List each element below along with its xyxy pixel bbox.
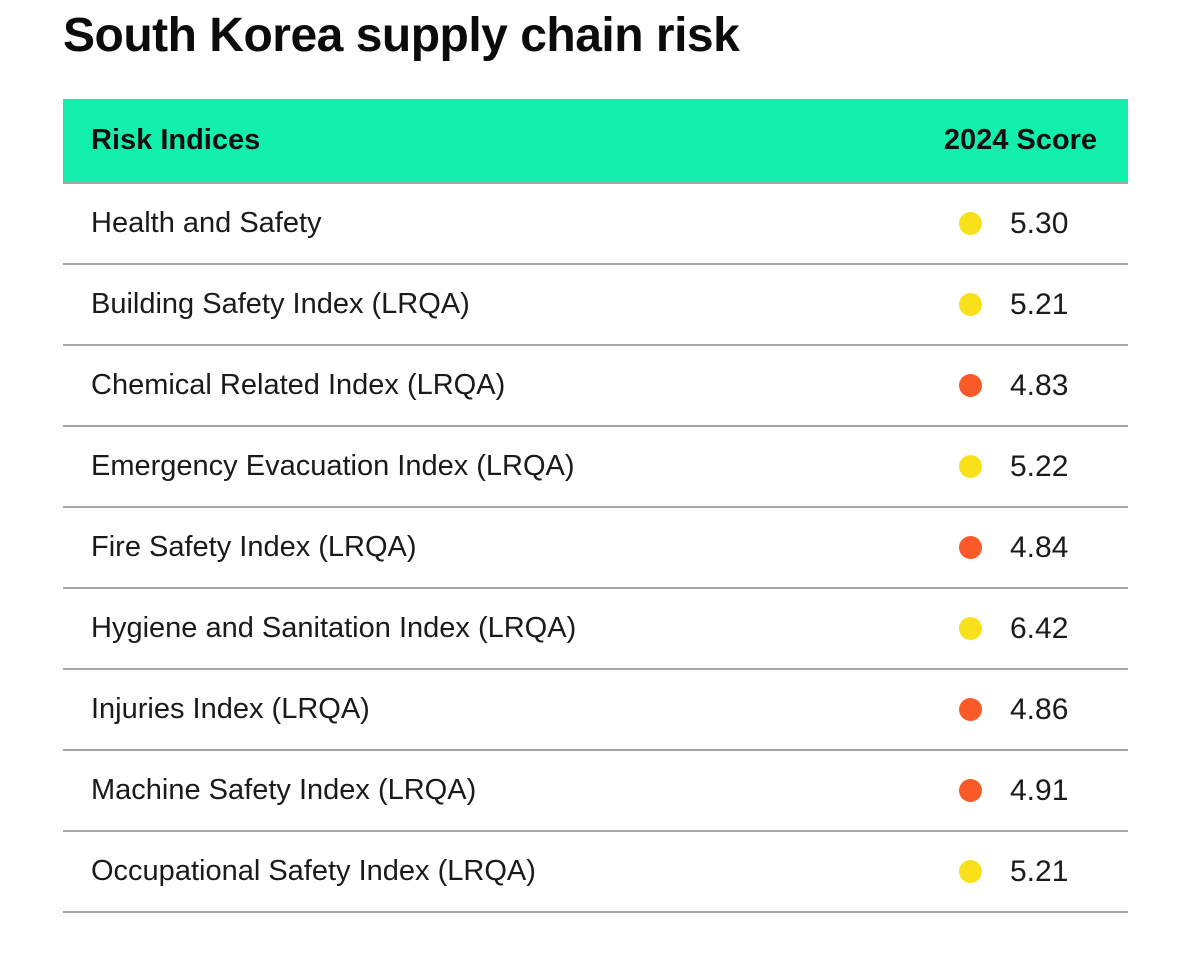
risk-index-label: Health and Safety: [91, 207, 322, 240]
score-value: 6.42: [1010, 611, 1069, 645]
table-row: Building Safety Index (LRQA) 5.21: [63, 265, 1128, 347]
table-row: Fire Safety Index (LRQA) 4.84: [63, 508, 1128, 590]
score-value: 5.21: [1010, 854, 1069, 888]
yellow-risk-dot-icon: [959, 860, 982, 884]
page: South Korea supply chain risk Risk Indic…: [63, 9, 1128, 914]
orange-risk-dot-icon: [959, 374, 982, 398]
risk-index-label: Emergency Evacuation Index (LRQA): [91, 450, 575, 483]
table-row: Occupational Safety Index (LRQA) 5.21: [63, 832, 1128, 914]
score-value: 4.86: [1010, 692, 1069, 726]
score-value: 5.30: [1010, 206, 1069, 240]
table-row: Machine Safety Index (LRQA) 4.91: [63, 751, 1128, 833]
score-value: 5.22: [1010, 449, 1069, 483]
table-body: Health and Safety 5.30 Building Safety Ind…: [63, 184, 1128, 914]
score-value: 4.84: [1010, 530, 1069, 564]
risk-index-label: Chemical Related Index (LRQA): [91, 369, 506, 402]
risk-index-label: Hygiene and Sanitation Index (LRQA): [91, 612, 577, 645]
page-title: South Korea supply chain risk: [63, 9, 740, 62]
risk-index-label: Machine Safety Index (LRQA): [91, 774, 477, 807]
risk-index-label: Injuries Index (LRQA): [91, 693, 370, 726]
column-header-risk-indices: Risk Indices: [91, 124, 261, 157]
score-value: 5.21: [1010, 287, 1069, 321]
score-value: 4.83: [1010, 368, 1069, 402]
table-row: Emergency Evacuation Index (LRQA) 5.22: [63, 427, 1128, 509]
score-value: 4.91: [1010, 773, 1069, 807]
column-header-2024-score: 2024 Score: [943, 124, 1097, 157]
risk-index-label: Occupational Safety Index (LRQA): [91, 855, 536, 888]
orange-risk-dot-icon: [959, 536, 982, 560]
table-row: Injuries Index (LRQA) 4.86: [63, 670, 1128, 752]
orange-risk-dot-icon: [959, 779, 982, 803]
risk-index-label: Building Safety Index (LRQA): [91, 288, 470, 321]
table-row: Hygiene and Sanitation Index (LRQA) 6.42: [63, 589, 1128, 671]
table-row: Chemical Related Index (LRQA) 4.83: [63, 346, 1128, 428]
orange-risk-dot-icon: [959, 698, 982, 722]
yellow-risk-dot-icon: [959, 455, 982, 479]
risk-table: Risk Indices 2024 Score Health and Safet…: [63, 99, 1128, 914]
risk-index-label: Fire Safety Index (LRQA): [91, 531, 417, 564]
yellow-risk-dot-icon: [959, 617, 982, 641]
yellow-risk-dot-icon: [959, 293, 982, 317]
table-row: Health and Safety 5.30: [63, 184, 1128, 266]
yellow-risk-dot-icon: [959, 212, 982, 236]
table-header-row: Risk Indices 2024 Score: [63, 99, 1128, 185]
